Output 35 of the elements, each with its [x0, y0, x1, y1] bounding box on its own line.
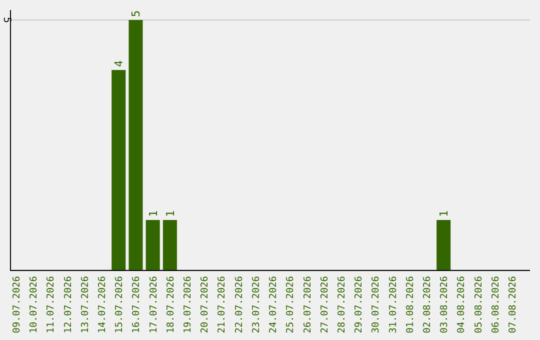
x-tick-label: 28.07.2026	[336, 276, 348, 334]
data-label: 1	[438, 210, 451, 217]
x-tick-label: 07.08.2026	[507, 276, 518, 334]
x-tick-label: 25.07.2026	[285, 276, 296, 334]
x-tick-label: 16.07.2026	[131, 276, 142, 334]
x-tick-label: 22.07.2026	[234, 276, 245, 334]
x-tick-label: 03.08.2026	[439, 276, 450, 334]
x-tick-label: 18.07.2026	[165, 276, 176, 334]
x-tick-label: 14.07.2026	[97, 276, 108, 334]
data-label: 1	[164, 210, 177, 217]
x-tick-label: 17.07.2026	[148, 276, 160, 334]
x-tick-label: 27.07.2026	[319, 276, 330, 334]
x-tick-label: 20.07.2026	[200, 276, 211, 334]
x-tick-label: 15.07.2026	[114, 276, 126, 334]
x-tick-label: 01.08.2026	[404, 276, 416, 334]
x-tick-label: 21.07.2026	[216, 276, 228, 334]
x-tick-label: 13.07.2026	[80, 276, 91, 334]
x-tick-label: 24.07.2026	[268, 276, 280, 334]
data-label: 1	[146, 210, 160, 217]
x-tick-label: 23.07.2026	[250, 276, 262, 334]
x-tick-label: 09.07.2026	[12, 276, 23, 334]
x-tick-label: 02.08.2026	[422, 276, 433, 334]
x-tick-label: 11.07.2026	[46, 276, 57, 334]
x-tick-label: 30.07.2026	[370, 276, 382, 334]
x-tick-label: 12.07.2026	[62, 276, 74, 334]
data-label: 5	[130, 10, 143, 17]
x-tick-label: 31.07.2026	[388, 276, 399, 334]
data-label: 4	[112, 60, 126, 67]
x-tick-label: 05.08.2026	[473, 276, 484, 334]
x-tick-label: 19.07.2026	[182, 276, 194, 334]
x-tick-label: 29.07.2026	[354, 276, 365, 334]
x-tick-label: 06.08.2026	[490, 276, 502, 334]
x-tick-label: 10.07.2026	[28, 276, 40, 334]
x-tick-label: 04.08.2026	[456, 276, 468, 334]
x-tick-label: 26.07.2026	[302, 276, 314, 334]
